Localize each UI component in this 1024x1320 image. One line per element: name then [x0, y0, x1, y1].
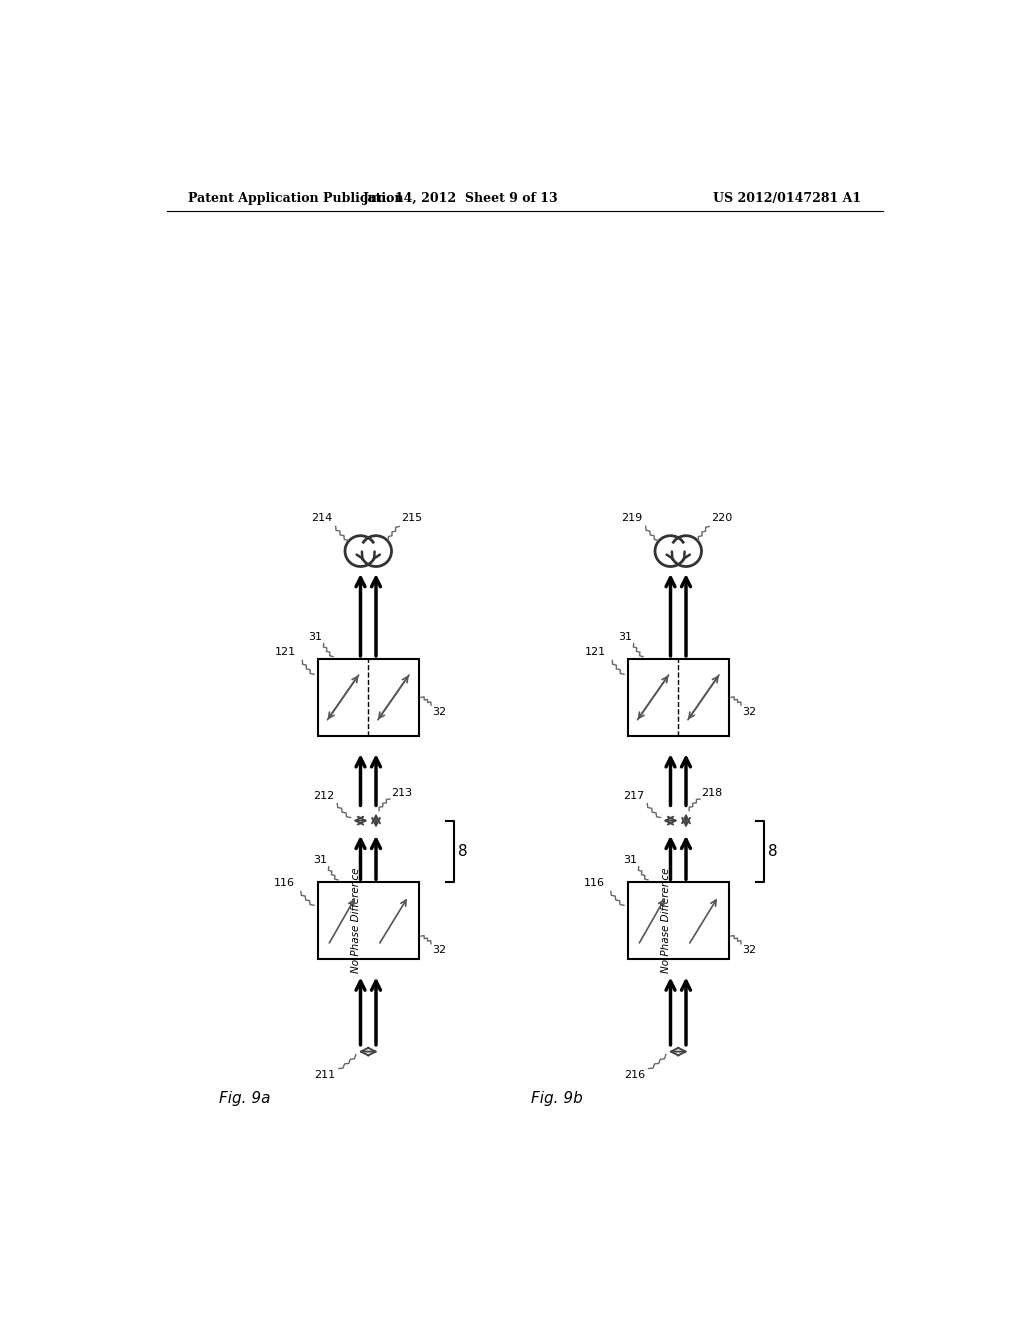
Text: Jun. 14, 2012  Sheet 9 of 13: Jun. 14, 2012 Sheet 9 of 13	[364, 191, 559, 205]
Text: No Phase Difference: No Phase Difference	[351, 869, 361, 973]
Text: 8: 8	[768, 843, 778, 859]
Text: 121: 121	[275, 647, 296, 657]
Bar	[317, 882, 419, 960]
Text: 218: 218	[701, 788, 723, 797]
Text: 31: 31	[624, 855, 637, 866]
Text: 116: 116	[584, 878, 604, 888]
Text: 220: 220	[711, 513, 732, 524]
Text: Fig. 9a: Fig. 9a	[219, 1090, 271, 1106]
Text: Patent Application Publication: Patent Application Publication	[188, 191, 403, 205]
Text: 116: 116	[273, 878, 295, 888]
Text: 8: 8	[458, 843, 468, 859]
Text: 215: 215	[400, 513, 422, 524]
Text: 212: 212	[313, 791, 334, 800]
Text: 217: 217	[623, 791, 644, 800]
Text: No Phase Difference: No Phase Difference	[662, 869, 671, 973]
Text: 32: 32	[742, 706, 757, 717]
Text: Fig. 9b: Fig. 9b	[531, 1090, 583, 1106]
Text: 32: 32	[432, 945, 446, 956]
Text: 32: 32	[742, 945, 757, 956]
Text: 31: 31	[313, 855, 328, 866]
Bar	[628, 659, 729, 737]
Text: 32: 32	[432, 706, 446, 717]
Text: 213: 213	[391, 788, 413, 797]
Text: 214: 214	[311, 513, 333, 524]
Text: 219: 219	[622, 513, 643, 524]
Text: 31: 31	[618, 632, 632, 642]
Bar	[317, 659, 419, 737]
Text: US 2012/0147281 A1: US 2012/0147281 A1	[713, 191, 861, 205]
Text: 31: 31	[308, 632, 323, 642]
Text: 216: 216	[625, 1071, 646, 1080]
Text: 121: 121	[585, 647, 606, 657]
Bar	[628, 882, 729, 960]
Text: 211: 211	[314, 1071, 336, 1080]
